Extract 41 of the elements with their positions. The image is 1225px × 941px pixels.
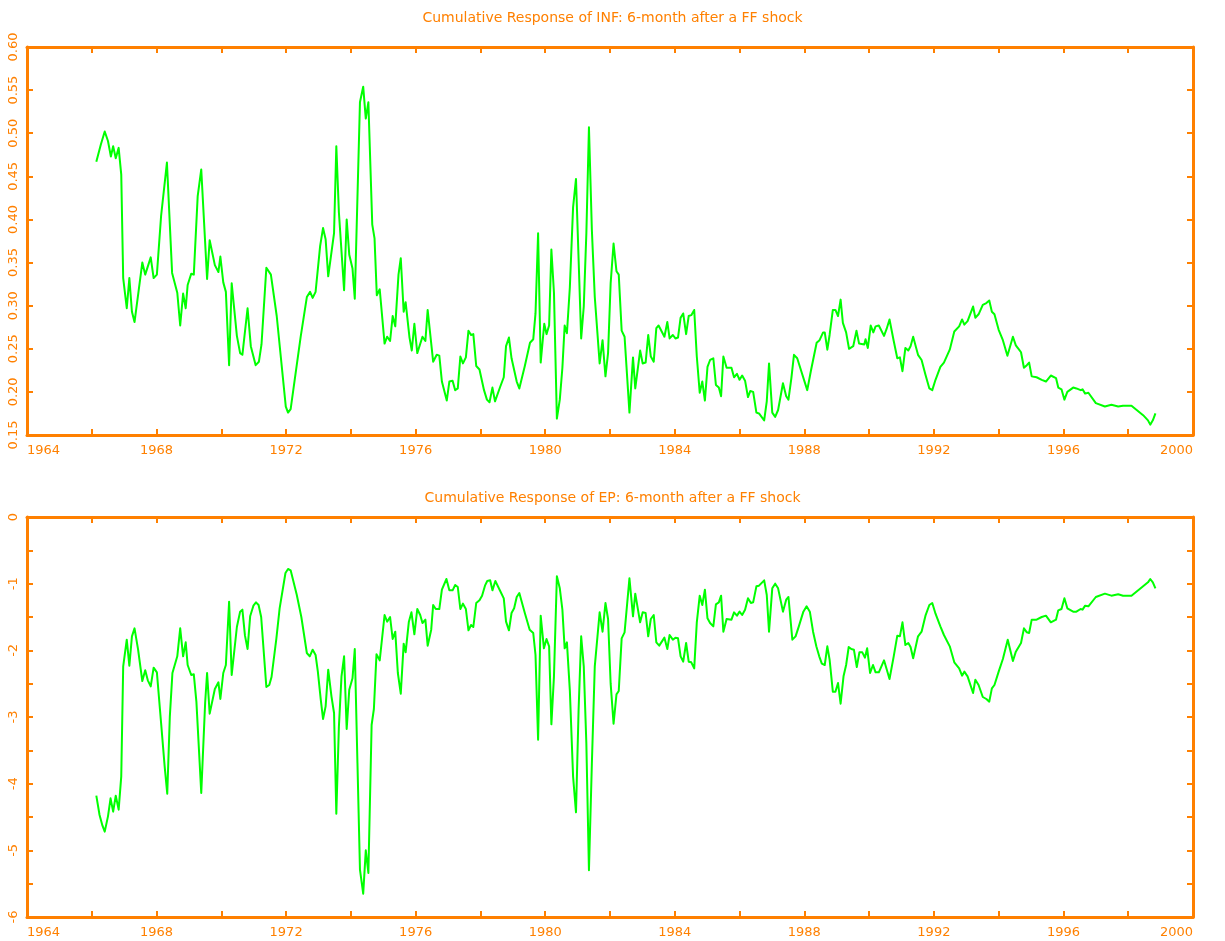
line-series — [95, 568, 1157, 895]
chart-title: Cumulative Response of INF: 6-month after a FF shock — [422, 9, 804, 25]
y-tick-label: 0.25 — [5, 334, 20, 364]
x-tick-label: 1976 — [399, 924, 433, 939]
y-tick-label: 0.50 — [5, 118, 20, 148]
x-tick-label: 2000 — [1159, 442, 1193, 457]
x-tick-label: 1984 — [658, 924, 692, 939]
x-tick-label: 1988 — [787, 924, 821, 939]
y-tick-label: 0.60 — [5, 32, 20, 62]
x-tick-label: 1988 — [787, 442, 821, 457]
y-tick-label: -1 — [5, 577, 20, 591]
y-tick-label: 0.15 — [5, 420, 20, 450]
y-tick-label: 0.40 — [5, 204, 20, 234]
y-tick-label: -4 — [5, 777, 20, 791]
line-series — [95, 85, 1157, 426]
y-tick-label: 0 — [5, 512, 20, 522]
y-tick-label: 0.45 — [5, 161, 20, 191]
x-tick-label: 1980 — [528, 924, 562, 939]
y-tick-label: -2 — [5, 643, 20, 657]
x-tick-label: 1992 — [917, 442, 951, 457]
x-tick-label: 1972 — [269, 924, 303, 939]
x-tick-label: 1964 — [27, 442, 61, 457]
x-tick-label: 1984 — [658, 442, 692, 457]
y-tick-label: -3 — [5, 710, 20, 724]
y-tick-label: 0.30 — [5, 291, 20, 321]
x-tick-label: 1968 — [140, 442, 174, 457]
y-tick-label: 0.35 — [5, 248, 20, 278]
x-tick-label: 1980 — [528, 442, 562, 457]
x-tick-label: 1976 — [399, 442, 433, 457]
x-tick-label: 1996 — [1046, 442, 1080, 457]
x-tick-label: 1996 — [1046, 924, 1080, 939]
x-tick-label: 2000 — [1159, 924, 1193, 939]
x-tick-label: 1968 — [140, 924, 174, 939]
y-tick-label: 0.20 — [5, 377, 20, 407]
x-tick-label: 1972 — [269, 442, 303, 457]
y-tick-label: -5 — [5, 843, 20, 857]
x-tick-label: 1964 — [27, 924, 61, 939]
y-tick-label: -6 — [5, 910, 20, 924]
x-tick-label: 1992 — [917, 924, 951, 939]
chart-title: Cumulative Response of EP: 6-month after a FF shock — [424, 489, 802, 505]
y-tick-label: 0.55 — [5, 75, 20, 105]
